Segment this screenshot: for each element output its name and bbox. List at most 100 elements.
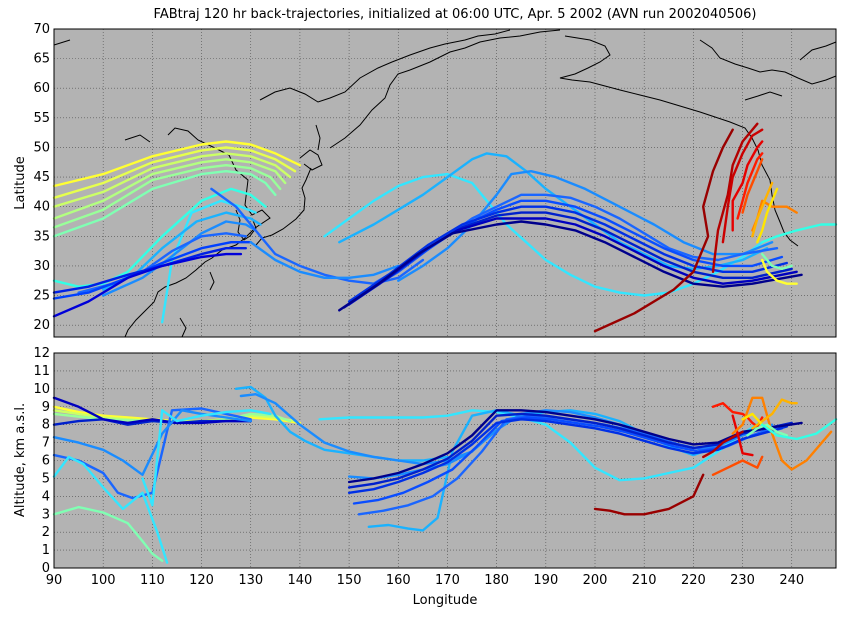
- map-trajectory-3: [52, 158, 287, 220]
- altitude-y-tick-label: 4: [42, 489, 50, 504]
- map-panel: 20 25 30 35 40 45 50 55 60 65 70 Latitude: [13, 22, 838, 338]
- altitude-x-tick-label: 110: [140, 573, 165, 588]
- altitude-y-tick-label: 5: [42, 471, 50, 486]
- map-y-ticks: 20 25 30 35 40 45 50 55 60 65 70: [33, 22, 50, 333]
- map-trajectory-11: [52, 241, 252, 300]
- map-y-tick-label: 40: [33, 200, 50, 215]
- map-y-tick-label: 50: [33, 140, 50, 155]
- altitude-trajectory-29: [761, 418, 838, 441]
- map-trajectory-29: [736, 152, 764, 220]
- altitude-y-tick-label: 2: [42, 525, 50, 540]
- map-trajectory-5: [52, 170, 277, 238]
- altitude-x-tick-label: 170: [435, 573, 460, 588]
- altitude-y-tick-label: 3: [42, 507, 50, 522]
- map-grid: [54, 29, 836, 337]
- altitude-x-tick-label: 150: [337, 573, 362, 588]
- map-trajectory-16: [323, 172, 764, 297]
- altitude-x-tick-label: 190: [533, 573, 558, 588]
- altitude-x-tick-label: 140: [287, 573, 312, 588]
- map-trajectory-13: [52, 252, 243, 318]
- altitude-y-tick-label: 11: [33, 364, 50, 379]
- altitude-trajectory-18: [347, 412, 793, 489]
- map-trajectory-25: [593, 128, 734, 333]
- map-y-tick-label: 30: [33, 259, 50, 274]
- altitude-trajectory-24: [711, 455, 764, 476]
- altitude-x-tick-label: 120: [189, 573, 214, 588]
- map-trajectory-1: [52, 146, 297, 199]
- altitude-y-tick-label: 12: [33, 346, 50, 361]
- map-trajectory-28: [731, 140, 764, 232]
- map-trajectory-0: [52, 140, 302, 188]
- map-y-tick-label: 70: [33, 22, 50, 37]
- altitude-trajectory-11: [239, 393, 474, 466]
- altitude-frame: [53, 352, 837, 569]
- altitude-trajectory-12: [318, 409, 764, 482]
- altitude-x-tick-label: 240: [779, 573, 804, 588]
- altitude-x-axis-label: Longitude: [413, 593, 478, 608]
- map-trajectory-30: [741, 158, 764, 214]
- altitude-y-axis-label: Altitude, km a.s.l.: [13, 403, 28, 517]
- altitude-trajectory-22: [731, 414, 754, 457]
- altitude-x-tick-label: 200: [583, 573, 608, 588]
- altitude-x-tick-label: 100: [91, 573, 116, 588]
- map-trajectory-24: [338, 220, 803, 312]
- map-trajectory-36: [761, 223, 838, 244]
- map-trajectory-9: [102, 220, 257, 297]
- map-y-axis-label: Latitude: [13, 156, 28, 210]
- altitude-y-tick-label: 10: [33, 382, 50, 397]
- altitude-trajectory-20: [593, 473, 705, 516]
- map-y-tick-label: 45: [33, 170, 50, 185]
- altitude-x-tick-label: 210: [632, 573, 657, 588]
- map-trajectory-27: [721, 128, 764, 244]
- sakhalin-coastline: [315, 69, 411, 151]
- altitude-trajectory-28: [746, 423, 788, 437]
- altitude-trajectory-9: [141, 409, 272, 507]
- altitude-y-tick-label: 1: [42, 543, 50, 558]
- altitude-trajectory-7: [52, 455, 169, 564]
- altitude-x-tick-label: 230: [730, 573, 755, 588]
- altitude-x-tick-label: 160: [386, 573, 411, 588]
- siberia-coastline: [259, 29, 561, 103]
- altitude-trajectory-25: [731, 396, 833, 471]
- chart-title: FABtraj 120 hr back-trajectories, initia…: [154, 7, 757, 22]
- map-trajectory-15: [249, 241, 400, 279]
- map-y-tick-label: 25: [33, 289, 50, 304]
- altitude-trajectory-21: [702, 430, 744, 459]
- altitude-y-tick-label: 6: [42, 454, 50, 469]
- map-y-tick-label: 65: [33, 52, 50, 67]
- altitude-trajectory-8: [52, 505, 164, 562]
- altitude-y-tick-label: 8: [42, 418, 50, 433]
- korea-coastline: [235, 209, 257, 241]
- altitude-trajectories: [52, 385, 838, 564]
- map-frame: [53, 28, 837, 338]
- map-trajectory-33: [756, 187, 779, 244]
- altitude-y-tick-label: 7: [42, 436, 50, 451]
- map-trajectory-34: [761, 258, 798, 285]
- map-trajectory-19: [372, 193, 779, 285]
- map-y-tick-label: 55: [33, 111, 50, 126]
- map-trajectory-26: [711, 122, 759, 273]
- map-y-tick-label: 60: [33, 81, 50, 96]
- map-trajectory-4: [52, 164, 282, 229]
- altitude-grid: [54, 353, 836, 568]
- philippines-coastline: [179, 271, 215, 338]
- map-trajectory-2: [52, 152, 292, 208]
- map-y-tick-label: 35: [33, 229, 50, 244]
- map-trajectory-6: [52, 187, 267, 288]
- altitude-x-ticks: 90 100 110 120 130 140 150 160 170 180 190 200 210 22…: [46, 573, 804, 588]
- altitude-x-tick-label: 180: [484, 573, 509, 588]
- altitude-y-tick-label: 9: [42, 400, 50, 415]
- altitude-trajectory-4: [52, 396, 252, 425]
- altitude-x-tick-label: 90: [46, 573, 63, 588]
- altitude-trajectory-6: [52, 409, 252, 476]
- map-y-tick-label: 20: [33, 318, 50, 333]
- altitude-trajectory-27: [741, 412, 774, 430]
- map-trajectory-35: [761, 252, 793, 271]
- altitude-y-tick-label: 0: [42, 561, 50, 576]
- map-trajectories: [52, 122, 838, 333]
- altitude-x-tick-label: 130: [238, 573, 263, 588]
- altitude-trajectory-19: [347, 409, 803, 484]
